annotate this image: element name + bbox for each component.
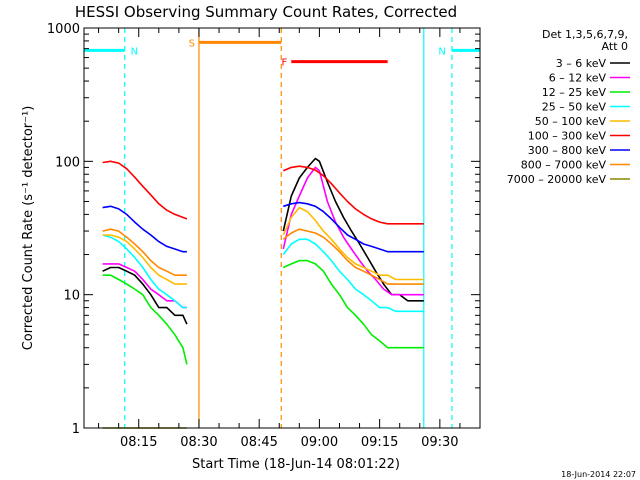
series-line-2-0 — [102, 274, 188, 365]
series-line-5-0 — [102, 160, 188, 220]
series-line-4-0 — [102, 234, 187, 285]
plot-frame — [83, 27, 481, 429]
legend-label-6: 300 – 800 keV — [528, 144, 607, 157]
legend-header-1: Att 0 — [602, 40, 628, 53]
y-axis-label: Corrected Count Rate (s⁻¹ detector⁻¹) — [21, 106, 36, 351]
x-tick-label: 08:30 — [180, 435, 217, 450]
series-line-5-1 — [282, 165, 424, 225]
plot-area: N N S F — [84, 28, 480, 429]
x-tick-label: 08:45 — [240, 435, 277, 450]
series-line-7-0 — [102, 228, 187, 277]
chart-title: HESSI Observing Summary Count Rates, Cor… — [75, 3, 457, 21]
series-line-3-0 — [102, 234, 187, 309]
legend-label-4: 50 – 100 keV — [535, 115, 607, 128]
y-tick-label: 1 — [72, 422, 80, 437]
x-axis-label: Start Time (18-Jun-14 08:01:22) — [192, 457, 400, 472]
series-line-7-1 — [282, 228, 424, 285]
x-tick-label: 09:00 — [301, 435, 338, 450]
legend-label-5: 100 – 300 keV — [528, 130, 607, 143]
flag-label-f-3: F — [282, 58, 288, 69]
axes: 1 10 100 1000 08:15 08:30 08:45 09:00 09:15 09:30 — [47, 22, 481, 450]
legend-label-7: 800 – 7000 keV — [521, 159, 607, 172]
y-tick-label: 100 — [55, 155, 80, 170]
legend-label-8: 7000 – 20000 keV — [507, 173, 607, 186]
plot-timestamp: 18-Jun-2014 22:07 — [561, 470, 636, 479]
legend-label-1: 6 – 12 keV — [549, 72, 607, 85]
legend: Det 1,3,5,6,7,9,Att 0 3 – 6 keV 6 – 12 keV… — [507, 28, 630, 186]
y-tick-label: 1000 — [47, 22, 80, 37]
series-line-4-1 — [282, 206, 424, 281]
legend-label-2: 12 – 25 keV — [542, 86, 607, 99]
flag-label-s-2: S — [189, 38, 195, 49]
series-line-6-1 — [283, 201, 424, 253]
series-line-3-1 — [282, 238, 424, 313]
legend-label-3: 25 – 50 keV — [542, 101, 607, 114]
x-tick-label: 09:15 — [361, 435, 398, 450]
series-line-6-0 — [102, 205, 187, 253]
flag-label-n-1: N — [438, 46, 445, 57]
x-tick-label: 08:15 — [120, 435, 157, 450]
series-line-0-0 — [102, 266, 188, 325]
legend-header-0: Det 1,3,5,6,7,9, — [542, 28, 628, 41]
flag-label-n-0: N — [131, 46, 138, 57]
series-line-2-1 — [282, 259, 424, 349]
legend-label-0: 3 – 6 keV — [556, 57, 607, 70]
series-line-1-1 — [282, 166, 424, 296]
y-tick-label: 10 — [63, 289, 80, 304]
x-tick-label: 09:30 — [421, 435, 458, 450]
